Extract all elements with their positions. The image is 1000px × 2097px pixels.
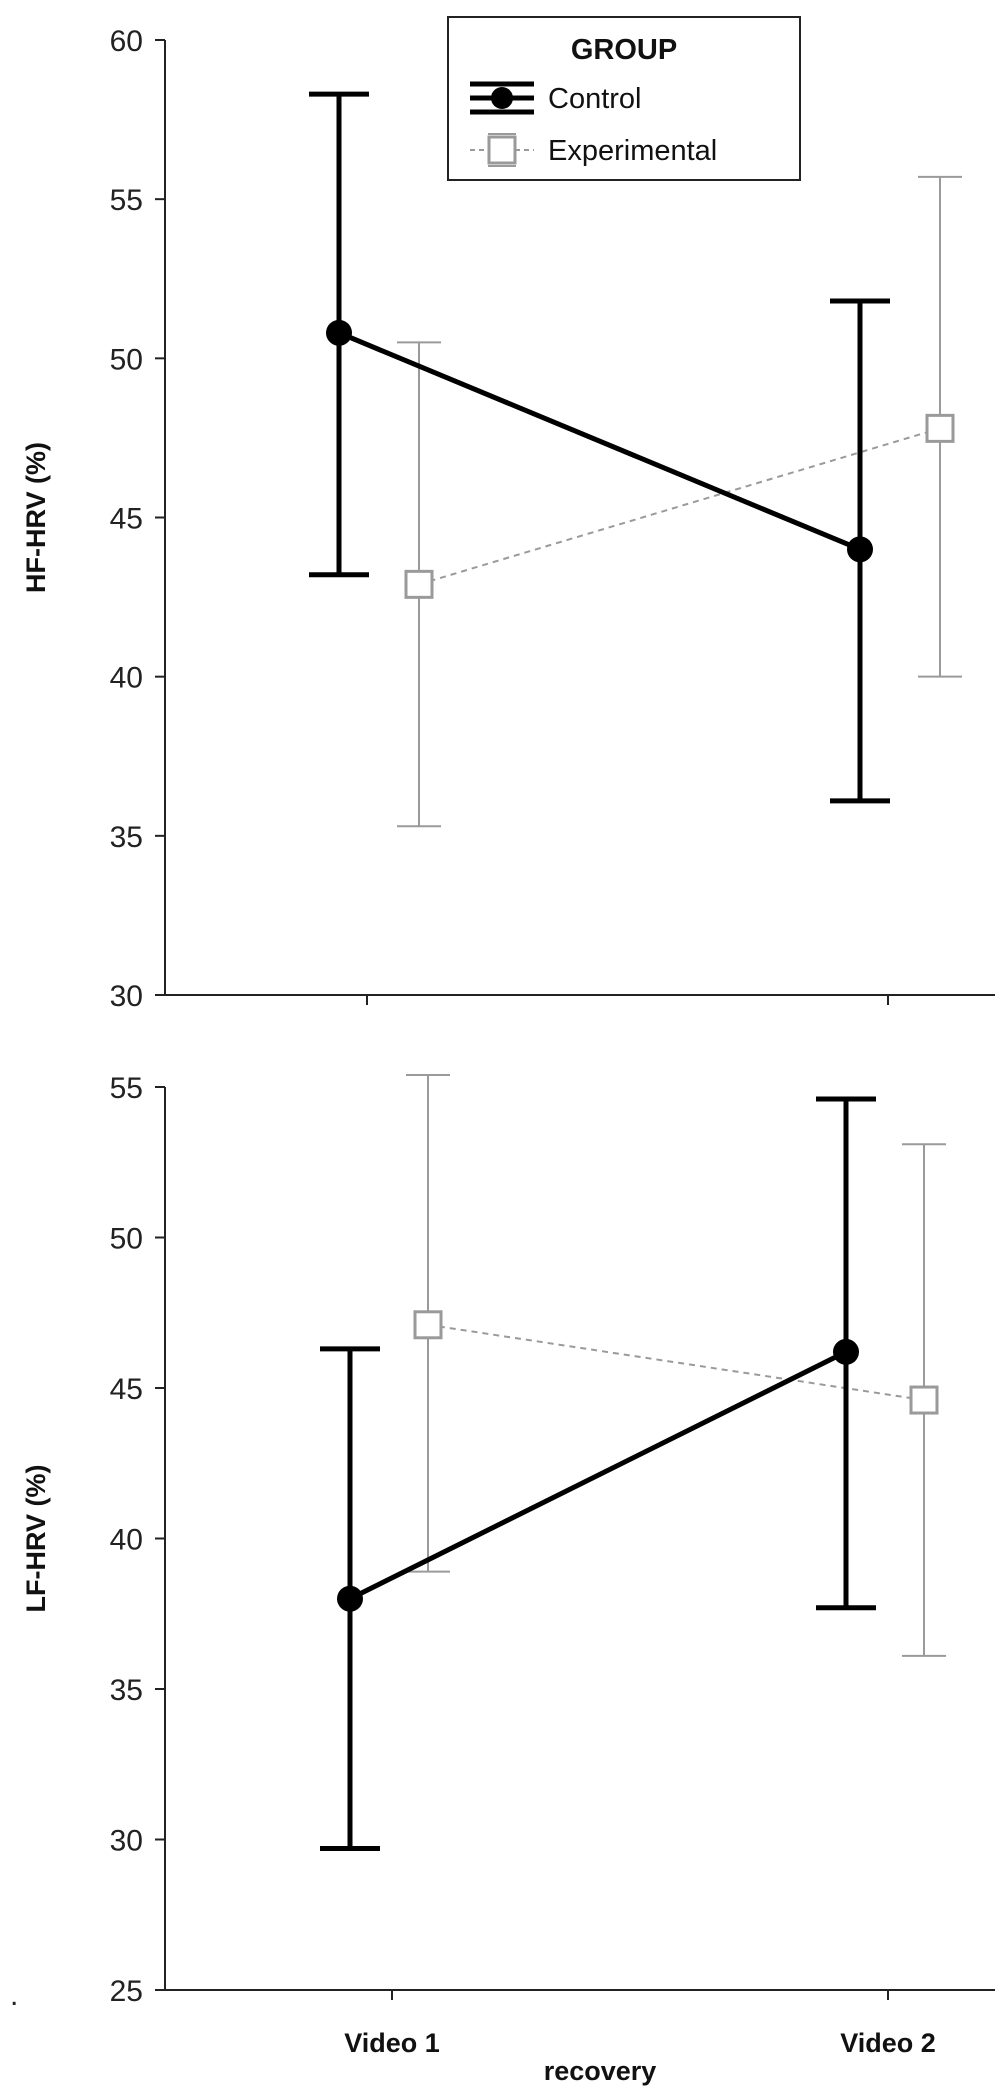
legend-marker-experimental bbox=[487, 135, 517, 165]
y-tick-label: 40 bbox=[110, 1524, 143, 1557]
legend-title: GROUP bbox=[571, 34, 677, 66]
footnote-mark: . bbox=[10, 1979, 18, 2012]
legend-entry-control: Control bbox=[470, 81, 642, 115]
y-tick-label: 55 bbox=[110, 184, 143, 217]
y-tick-label: 25 bbox=[110, 1975, 143, 2008]
y-tick-label: 45 bbox=[110, 503, 143, 536]
chart-lf-hrv: 25 30 35 40 45 50 55 Video 1 Video 2 LF-HRV (%) re… bbox=[21, 1072, 995, 2086]
legend-entry-experimental: Experimental bbox=[470, 133, 717, 167]
series-line-control bbox=[338, 330, 861, 552]
data-point-experimental bbox=[909, 1385, 939, 1415]
data-point-control bbox=[337, 1585, 363, 1612]
data-point-experimental bbox=[404, 569, 434, 599]
x-tick-label: Video 1 bbox=[344, 2028, 440, 2058]
y-tick-label: 60 bbox=[110, 25, 143, 58]
legend: GROUP Control Experimental bbox=[447, 16, 801, 181]
series-line-control bbox=[348, 1349, 848, 1601]
data-point-control bbox=[847, 536, 873, 563]
data-point-experimental bbox=[925, 413, 955, 443]
y-tick-label: 50 bbox=[110, 343, 143, 376]
legend-label-experimental: Experimental bbox=[548, 135, 717, 167]
y-tick-label: 30 bbox=[110, 1825, 143, 1858]
y-tick-label: 40 bbox=[110, 662, 143, 695]
legend-label-control: Control bbox=[548, 83, 642, 115]
series-line-experimental bbox=[427, 1323, 925, 1402]
y-axis-title: HF-HRV (%) bbox=[21, 442, 51, 593]
x-tick-label: Video 2 bbox=[840, 2028, 936, 2058]
data-point-experimental bbox=[413, 1310, 443, 1340]
data-point-control bbox=[326, 319, 352, 346]
y-tick-label: 30 bbox=[110, 980, 143, 1013]
legend-marker-control bbox=[491, 87, 513, 109]
y-tick-label: 35 bbox=[110, 821, 143, 854]
y-tick-label: 35 bbox=[110, 1674, 143, 1707]
y-axis-title: LF-HRV (%) bbox=[21, 1465, 51, 1613]
data-point-control bbox=[833, 1338, 859, 1365]
x-axis-title: recovery bbox=[544, 2056, 657, 2086]
y-tick-label: 45 bbox=[110, 1373, 143, 1406]
series-line-experimental bbox=[418, 427, 941, 586]
chart-hf-hrv: 30 35 40 45 50 55 60 HF-HRV (%) bbox=[21, 25, 995, 1013]
y-tick-label: 50 bbox=[110, 1223, 143, 1256]
y-tick-label: 55 bbox=[110, 1072, 143, 1105]
